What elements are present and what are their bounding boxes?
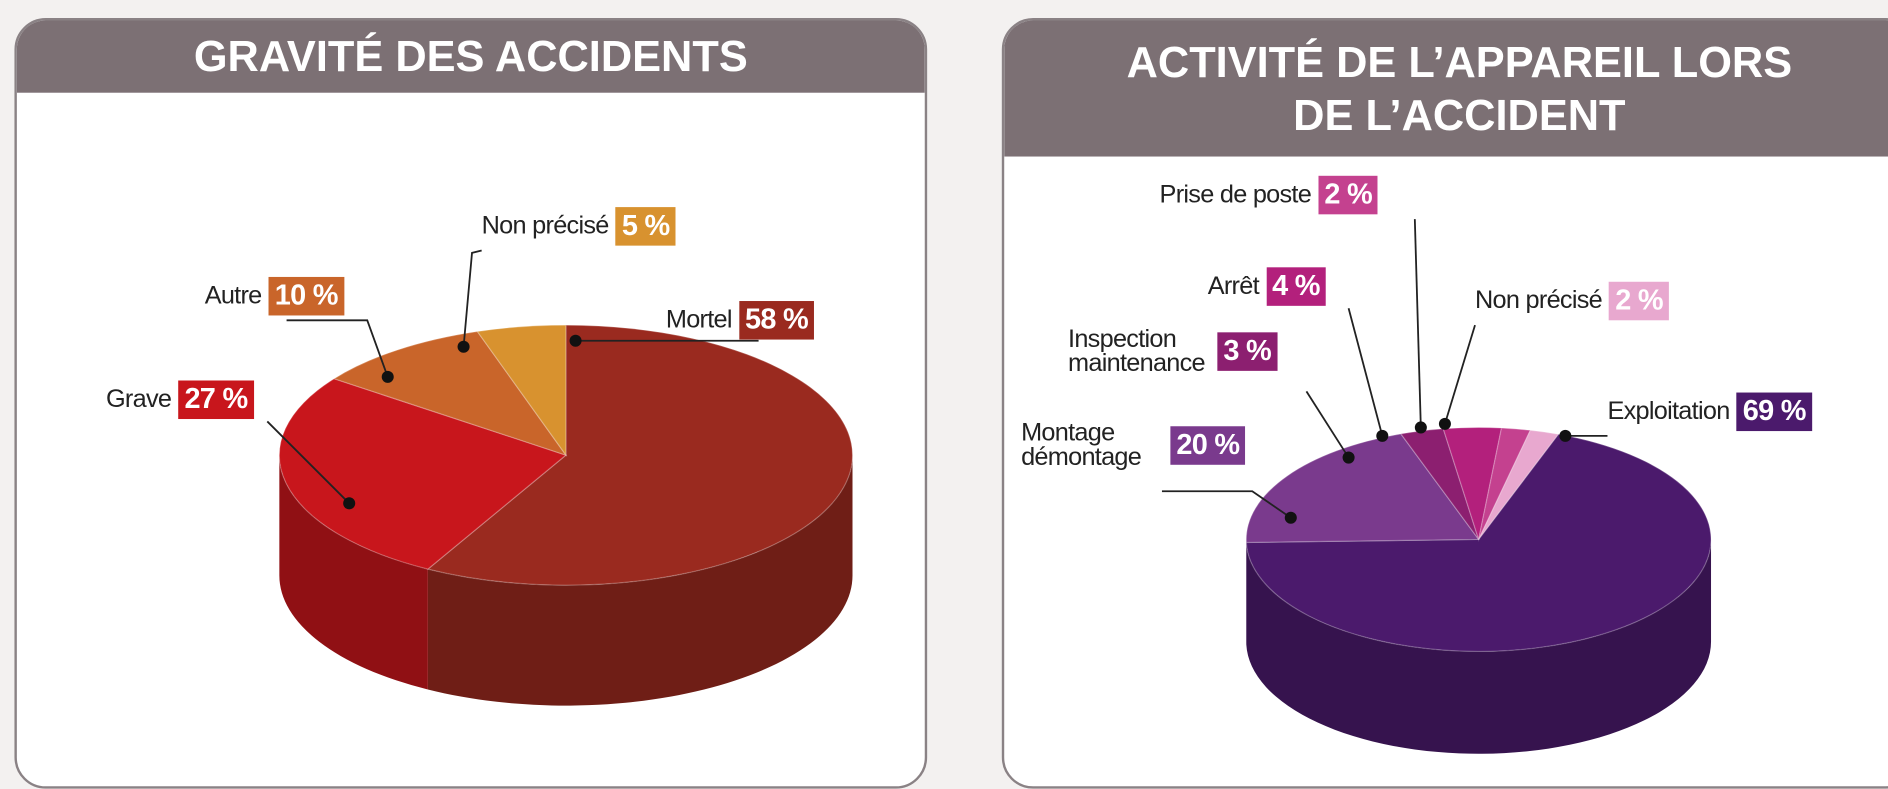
category-label: Montage démontage: [1021, 421, 1163, 469]
value-label: 27 %: [178, 380, 253, 419]
category-label: Non précisé: [482, 214, 609, 238]
leader-dot: [570, 335, 582, 347]
value-label: 4 %: [1266, 267, 1326, 306]
leader-dot: [1439, 418, 1451, 430]
leader-dot: [1559, 430, 1571, 442]
slice-label: Grave 27 %: [106, 380, 254, 419]
leader-dot: [458, 341, 470, 353]
category-label: Prise de poste: [1160, 183, 1312, 207]
leader-dot: [1343, 452, 1355, 464]
leader-dot: [1376, 430, 1388, 442]
leader-dot: [1285, 512, 1297, 524]
value-label: 5 %: [616, 207, 676, 246]
slice-label: Arrêt 4 %: [1208, 267, 1326, 306]
category-label: Mortel: [666, 308, 732, 332]
value-label: 2 %: [1318, 176, 1378, 215]
slice-label: Non précisé 2 %: [1475, 282, 1669, 321]
infographic: GRAVITÉ DES ACCIDENTS ACTIVITÉ DE L’APPA…: [0, 0, 1888, 765]
slice-label: Exploitation 69 %: [1607, 393, 1811, 432]
leader-dot: [1415, 421, 1427, 433]
value-label: 3 %: [1217, 332, 1277, 371]
category-label: Exploitation: [1607, 400, 1729, 424]
leader-line: [1415, 219, 1421, 427]
leader-line: [1349, 308, 1383, 436]
slice-label: Non précisé 5 %: [482, 207, 676, 246]
page: GRAVITÉ DES ACCIDENTS ACTIVITÉ DE L’APPA…: [0, 0, 1888, 765]
value-label: 58 %: [739, 301, 814, 340]
category-label: Grave: [106, 388, 171, 412]
leader-line: [1306, 391, 1348, 457]
value-label: 10 %: [269, 277, 344, 316]
value-label: 20 %: [1170, 426, 1245, 465]
pie-layer: [0, 0, 1888, 765]
leader-dot: [382, 371, 394, 383]
leader-dot: [343, 497, 355, 509]
category-label: Non précisé: [1475, 289, 1602, 313]
category-label: Autre: [205, 284, 262, 308]
value-label: 69 %: [1737, 393, 1812, 432]
category-label: Arrêt: [1208, 275, 1259, 299]
category-label: Inspection maintenance: [1068, 328, 1210, 376]
slice-label: Mortel 58 %: [666, 301, 814, 340]
leader-line: [1445, 325, 1475, 424]
value-label: 2 %: [1609, 282, 1669, 321]
slice-label: Autre 10 %: [205, 277, 344, 316]
